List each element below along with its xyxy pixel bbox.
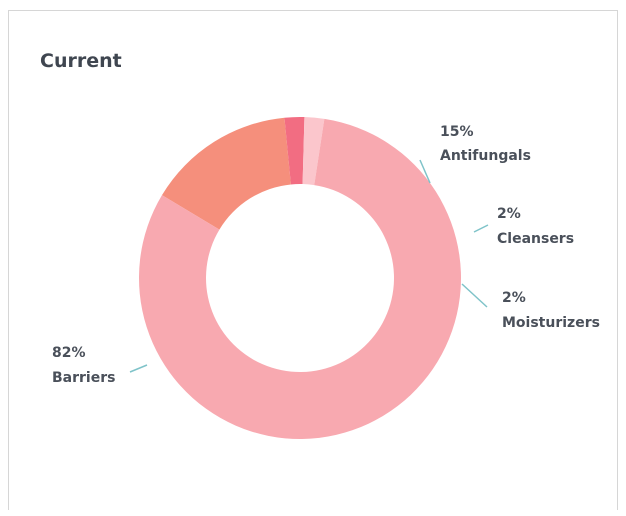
slice-antifungals: [161, 117, 291, 230]
label-barriers-value: 82%: [52, 345, 86, 361]
label-antifungals-name: Antifungals: [440, 148, 531, 164]
label-moisturizers-name: Moisturizers: [502, 315, 600, 331]
label-barriers-name: Barriers: [52, 370, 115, 386]
chart-title: Current: [40, 50, 122, 72]
leader-line-antifungals: [419, 159, 431, 184]
label-cleansers-value: 2%: [497, 206, 521, 222]
slice-labels: 15% Antifungals 2% Cleansers 2% Moisturi…: [52, 124, 600, 386]
leader-line-moisturizers: [461, 283, 488, 308]
label-moisturizers-value: 2%: [502, 290, 526, 306]
slice-moisturizers: [302, 117, 325, 186]
leader-line-barriers: [129, 364, 148, 373]
leader-line-cleansers: [473, 224, 489, 233]
donut-slices: [139, 117, 462, 440]
label-cleansers-name: Cleansers: [497, 231, 574, 247]
label-antifungals-value: 15%: [440, 124, 474, 140]
slice-barriers: [139, 118, 462, 440]
slice-cleansers: [284, 117, 305, 185]
leader-lines: [129, 159, 489, 373]
